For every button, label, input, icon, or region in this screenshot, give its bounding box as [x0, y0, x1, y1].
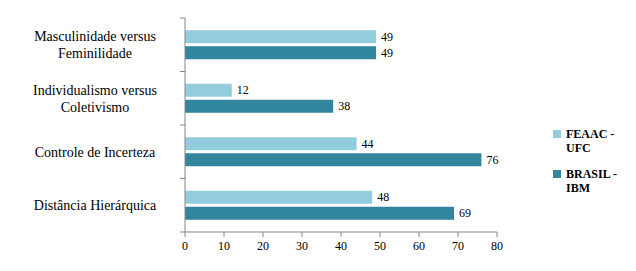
- x-tick-label: 80: [491, 239, 503, 253]
- x-tick-label: 30: [296, 239, 308, 253]
- x-tick: [380, 232, 381, 237]
- bar: [185, 100, 333, 113]
- bar: [185, 46, 376, 59]
- legend-swatch: [553, 170, 561, 178]
- legend-label: FEAAC -UFC: [566, 127, 614, 155]
- x-tick-label: 50: [374, 239, 386, 253]
- data-label: 48: [377, 190, 389, 204]
- data-labels: 49 49 12 38 44 76 48 69: [237, 30, 499, 221]
- x-tick: [185, 232, 186, 237]
- legend-label: BRASIL -IBM: [566, 167, 617, 195]
- x-tick: [302, 232, 303, 237]
- data-label: 44: [362, 137, 374, 151]
- bar: [185, 30, 376, 43]
- bar: [185, 153, 481, 166]
- data-label: 49: [381, 46, 393, 60]
- data-label: 49: [381, 30, 393, 44]
- data-label: 76: [486, 153, 498, 167]
- bar: [185, 191, 372, 204]
- category-tick: [180, 18, 185, 19]
- legend: FEAAC -UFC BRASIL -IBM: [553, 127, 617, 195]
- x-tick: [497, 232, 498, 237]
- category-tick: [180, 71, 185, 72]
- x-tick-label: 40: [335, 239, 347, 253]
- x-tick: [224, 232, 225, 237]
- category-tick: [180, 232, 185, 233]
- x-tick-label: 70: [452, 239, 464, 253]
- legend-swatch: [553, 130, 561, 138]
- category-label: Distância Hierárquica: [34, 198, 157, 213]
- x-tick: [419, 232, 420, 237]
- x-tick: [263, 232, 264, 237]
- x-tick-label: 10: [218, 239, 230, 253]
- bar: [185, 207, 454, 220]
- data-label: 38: [338, 99, 350, 113]
- category-tick: [180, 125, 185, 126]
- x-tick-label: 20: [257, 239, 269, 253]
- x-tick: [458, 232, 459, 237]
- bars: [185, 30, 481, 220]
- category-label: Individualismo versusColetivismo: [33, 83, 157, 115]
- bar: [185, 137, 357, 150]
- data-label: 69: [459, 206, 471, 220]
- data-label: 12: [237, 83, 249, 97]
- x-tick-label: 60: [413, 239, 425, 253]
- x-tick-label: 0: [182, 239, 188, 253]
- category-label: Controle de Incerteza: [35, 145, 156, 160]
- category-label: Masculinidade versusFeminilidade: [34, 29, 156, 61]
- x-tick: [341, 232, 342, 237]
- chart: 49 49 12 38 44 76 48 69 0 10 20 30 40 50 60 70 80 Masculi…: [0, 0, 636, 271]
- bar: [185, 84, 232, 97]
- category-tick: [180, 178, 185, 179]
